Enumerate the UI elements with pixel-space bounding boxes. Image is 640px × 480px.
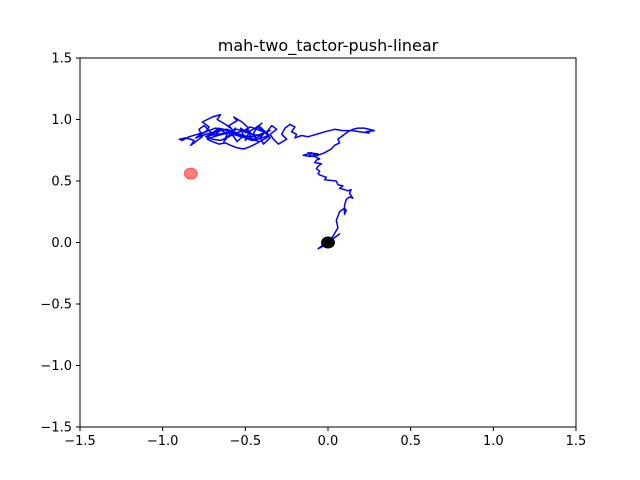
x-tick-label-1: −1.0 — [147, 434, 179, 449]
x-tick-label-4: 0.5 — [400, 434, 421, 449]
x-tick-label-5: 1.0 — [483, 434, 504, 449]
y-tick-label-0: −1.5 — [40, 421, 72, 436]
y-tick-label-4: 0.5 — [51, 175, 72, 190]
x-tick-label-0: −1.5 — [64, 434, 96, 449]
y-tick-label-2: −0.5 — [40, 298, 72, 313]
x-axis: −1.5 −1.0 −0.5 0.0 0.5 1.0 1.5 — [64, 427, 586, 449]
y-tick-label-5: 1.0 — [51, 113, 72, 128]
x-tick-label-2: −0.5 — [230, 434, 262, 449]
x-tick-label-6: 1.5 — [566, 434, 587, 449]
y-axis: −1.5 −1.0 −0.5 0.0 0.5 1.0 1.5 — [40, 52, 80, 436]
series-line-0 — [178, 113, 376, 250]
marker-0 — [183, 167, 198, 180]
plot-markers-layer — [183, 167, 335, 249]
chart-title: mah-two_tactor-push-linear — [218, 36, 439, 56]
marker-1 — [321, 236, 335, 249]
y-tick-label-3: 0.0 — [51, 236, 72, 251]
plot-series-layer — [178, 113, 376, 250]
x-tick-label-3: 0.0 — [318, 434, 339, 449]
y-tick-label-6: 1.5 — [51, 52, 72, 67]
y-tick-label-1: −1.0 — [40, 359, 72, 374]
